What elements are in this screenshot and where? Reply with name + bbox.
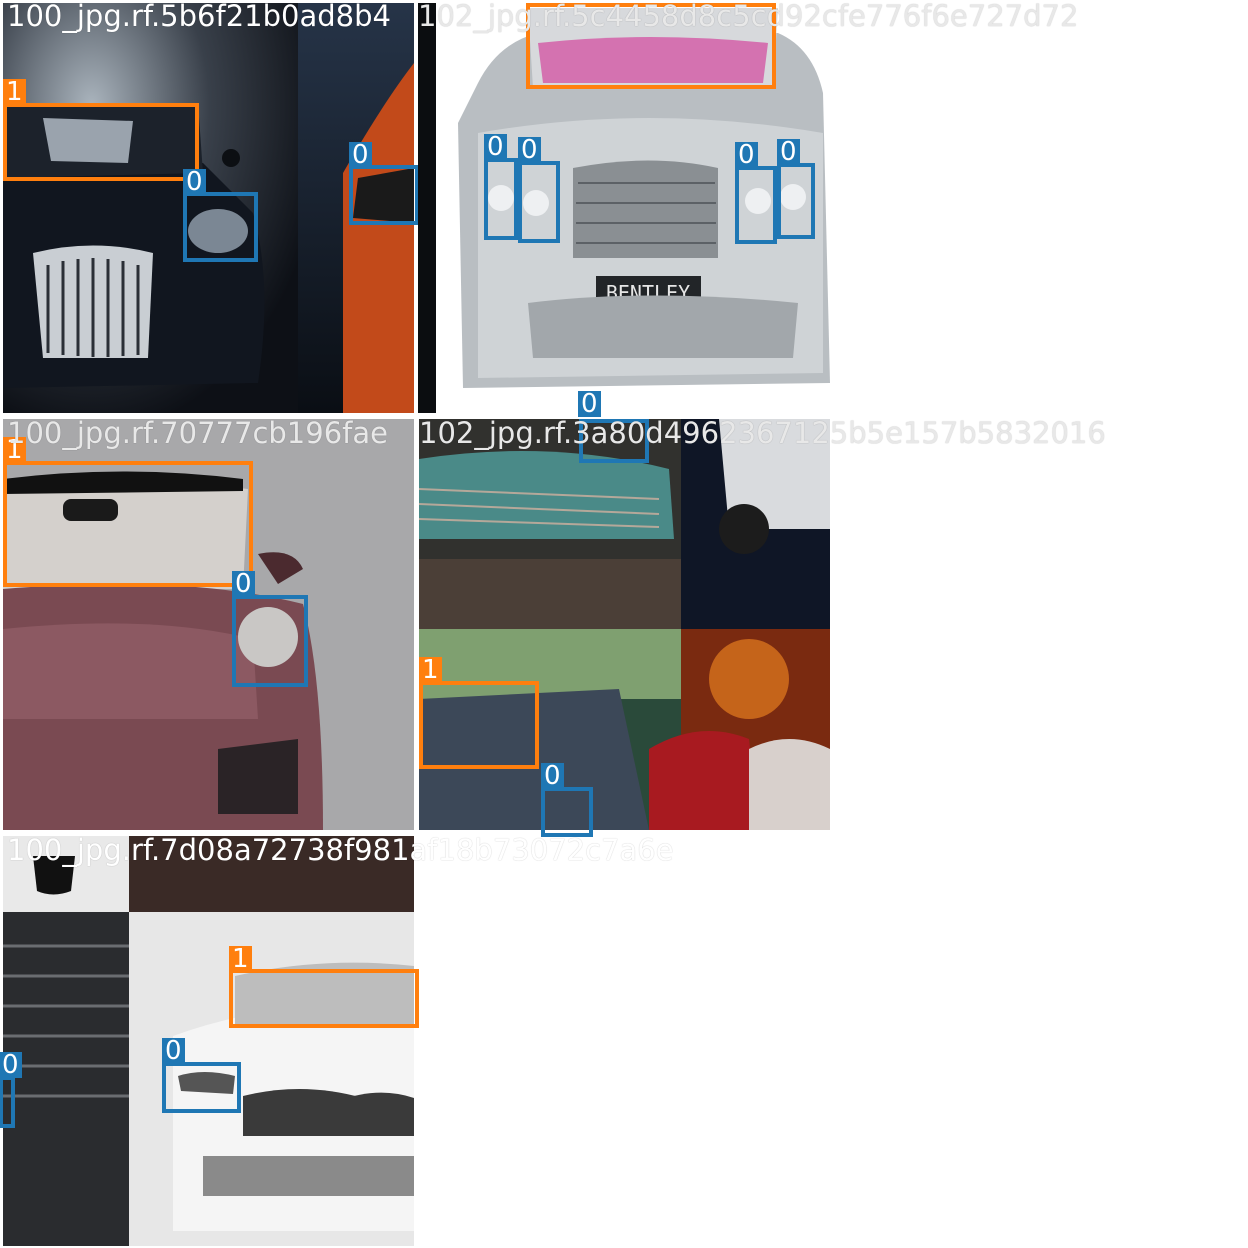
tile-5-image	[3, 836, 414, 1246]
detection-box-class-0	[484, 158, 518, 240]
mosaic-tile-5: 1 0 0 100_jpg.rf.7d08a72738f981af18b7307…	[0, 833, 674, 1246]
tile-filename: 100_jpg.rf.5b6f21b0ad8b4	[7, 0, 391, 33]
detection-box-class-1	[419, 681, 539, 769]
detection-label-class-1: 1	[3, 79, 26, 105]
detection-label-class-0: 0	[349, 142, 372, 168]
detection-label-class-0: 0	[162, 1038, 185, 1064]
detection-box-class-0	[777, 163, 815, 239]
detection-box-class-0	[183, 192, 258, 262]
tile-filename: 102_jpg.rf.3a80d4962367125b5e157b5832016	[419, 416, 1106, 450]
detection-label-class-1: 1	[3, 437, 26, 463]
tile-filename: 100_jpg.rf.7d08a72738f981af18b73072c7a6e	[7, 833, 674, 867]
mosaic-tile-2: BENTLEY 0 0 0 0 0 102_jpg.rf.5c4458d8c5c…	[418, 0, 1078, 417]
tile-4-image	[419, 419, 830, 830]
detection-box-class-0	[735, 166, 777, 244]
mosaic-tile-4: 1 0 102_jpg.rf.3a80d4962367125b5e157b583…	[419, 416, 1106, 837]
detection-label-class-0: 0	[578, 391, 601, 417]
detection-label-class-0: 0	[541, 763, 564, 789]
detection-label-class-1: 1	[419, 657, 442, 683]
detection-box-class-0	[162, 1062, 241, 1113]
tile-1-image	[3, 3, 414, 413]
detection-label-class-0: 0	[518, 137, 541, 163]
detection-box-class-1	[229, 969, 419, 1028]
detection-box-class-0	[349, 165, 419, 225]
detection-label-class-0: 0	[232, 571, 255, 597]
tile-3-image	[3, 419, 414, 830]
detection-label-class-0: 0	[777, 139, 800, 165]
detection-label-class-0: 0	[735, 142, 758, 168]
detection-box-class-1	[3, 103, 199, 181]
detection-box-class-0	[0, 1076, 15, 1128]
detection-label-class-0: 0	[0, 1052, 22, 1078]
detection-box-class-0	[518, 161, 560, 243]
mosaic-tile-3: 1 0 100_jpg.rf.70777cb196fae	[3, 416, 414, 830]
detection-box-class-0	[232, 595, 308, 687]
detection-label-class-0: 0	[484, 134, 507, 160]
detection-label-class-1: 1	[229, 946, 252, 972]
tile-filename: 102_jpg.rf.5c4458d8c5cd92cfe776f6e727d72	[418, 0, 1079, 33]
detection-box-class-0	[579, 419, 649, 463]
mosaic-tile-1: 1 0 0 100_jpg.rf.5b6f21b0ad8b4	[3, 0, 419, 413]
tile-filename: 100_jpg.rf.70777cb196fae	[7, 416, 388, 450]
detection-box-class-1	[3, 461, 253, 587]
detection-box-class-0	[541, 787, 593, 837]
detection-label-class-0: 0	[183, 169, 206, 195]
detection-box-class-1	[526, 3, 776, 89]
